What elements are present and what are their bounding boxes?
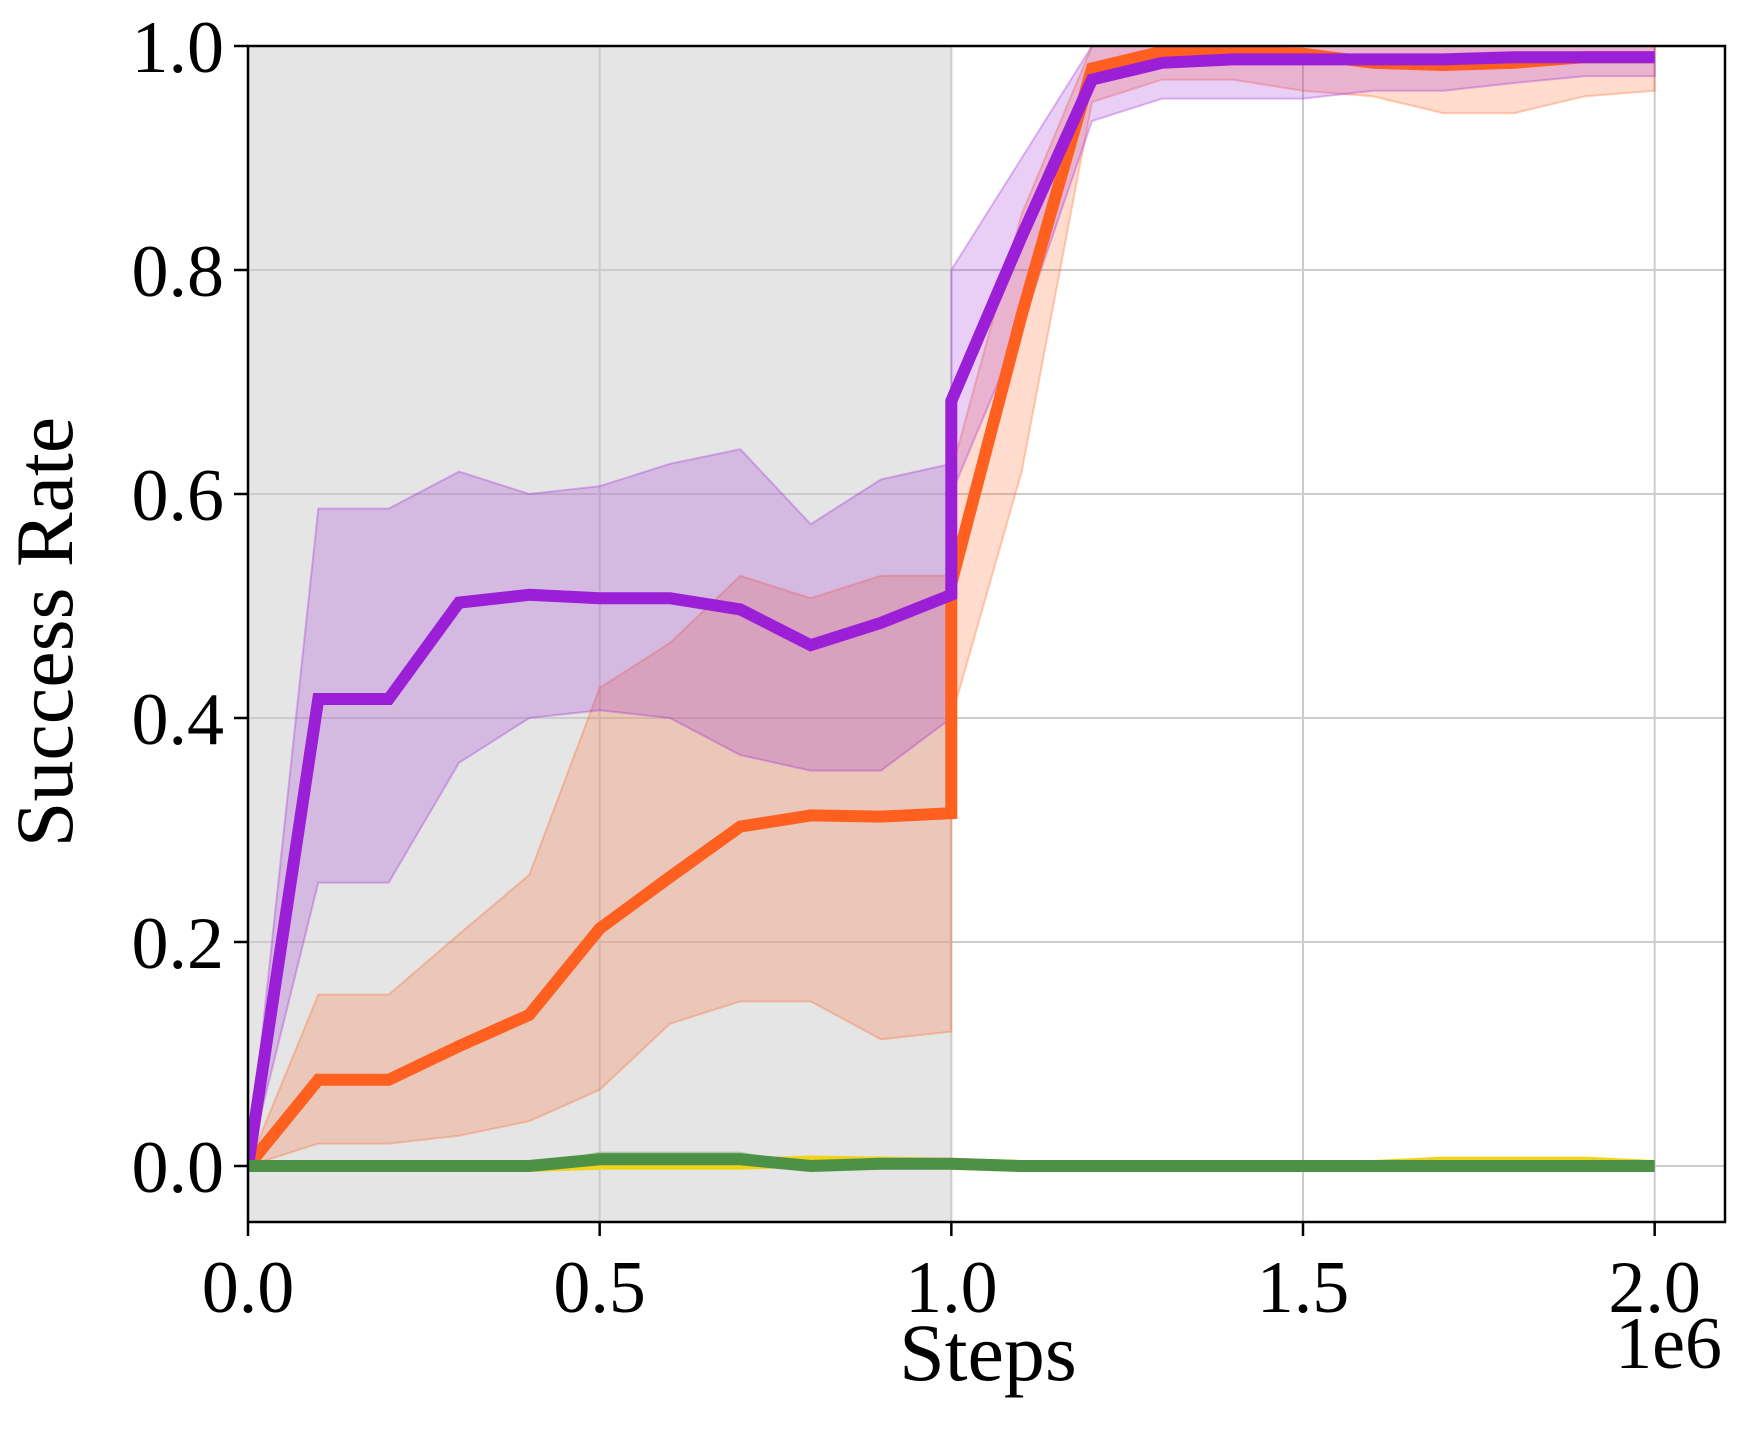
- y-tick-label: 0.8: [132, 231, 225, 313]
- y-axis-title: Success Rate: [0, 417, 90, 847]
- y-tick-label: 0.2: [132, 903, 225, 985]
- plot-content: [248, 46, 1725, 1222]
- x-tick-label: 0.0: [202, 1247, 295, 1329]
- x-tick-label: 0.5: [553, 1247, 646, 1329]
- axes-frame: [246, 44, 1727, 1224]
- y-tick-label: 1.0: [132, 7, 225, 89]
- x-tick-label: 1.5: [1257, 1247, 1350, 1329]
- y-tick-label: 0.4: [132, 679, 225, 761]
- axes: 0.0 0.5 1.0 1.5 2.0 0.0 0.2 0.4 0.6 0.8 1.0: [132, 7, 1727, 1329]
- x-axis-title: Steps: [899, 1307, 1077, 1398]
- series-3-line: [248, 1153, 1655, 1173]
- series-1-line: [248, 51, 1655, 1167]
- plot-area: [248, 46, 1725, 1222]
- y-tick-label: 0.6: [132, 455, 225, 537]
- x-tick-label: 2.0: [1608, 1247, 1701, 1329]
- x-axis-offset-label: 1e6: [1615, 1303, 1722, 1385]
- y-tick-label: 0.0: [132, 1127, 225, 1209]
- x-tick-label: 1.0: [905, 1247, 998, 1329]
